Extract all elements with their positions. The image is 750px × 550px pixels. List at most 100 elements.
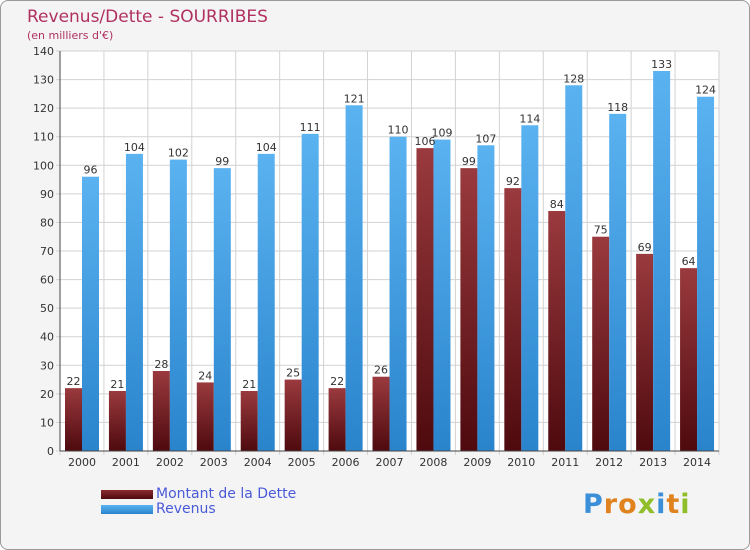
revenue-bar: [521, 125, 539, 452]
logo-letter: P: [583, 489, 604, 520]
revenue-value-label: 111: [300, 121, 321, 134]
debt-value-label: 84: [550, 198, 564, 211]
y-tick-label: 70: [40, 245, 54, 258]
legend-label-revenus: Revenus: [156, 501, 216, 517]
chart-subtitle: (en milliers d'€): [27, 29, 114, 42]
debt-value-label: 64: [682, 255, 696, 268]
debt-value-label: 92: [506, 175, 520, 188]
logo-letter: t: [666, 489, 681, 520]
revenue-bar: [653, 71, 671, 451]
revenue-value-label: 114: [519, 112, 540, 125]
debt-bar: [152, 371, 170, 451]
debt-value-label: 26: [374, 364, 388, 377]
axis-layer: 0 10 20 30 40 50 60 70 80 90 100 110 120 130 140 2000 20…: [33, 45, 719, 469]
bars-layer: [65, 71, 715, 452]
x-tick-label: 2001: [112, 456, 140, 469]
revenue-value-label: 133: [651, 58, 672, 71]
debt-value-label: 22: [330, 375, 344, 388]
logo-letter: r: [603, 489, 619, 520]
debt-bar: [284, 379, 302, 451]
y-tick-label: 0: [47, 445, 54, 458]
x-tick-label: 2004: [244, 456, 272, 469]
debt-value-label: 21: [110, 378, 124, 391]
y-tick-label: 130: [33, 74, 54, 87]
revenue-bar: [477, 145, 495, 452]
debt-value-label: 106: [414, 135, 435, 148]
revenue-value-label: 121: [344, 92, 365, 105]
revenue-value-label: 104: [124, 141, 145, 154]
y-tick-label: 120: [33, 102, 54, 115]
revenue-value-label: 99: [215, 155, 229, 168]
debt-value-label: 25: [286, 367, 300, 380]
x-tick-label: 2000: [68, 456, 96, 469]
debt-value-label: 69: [638, 241, 652, 254]
revenue-value-label: 109: [431, 127, 452, 140]
debt-bar: [372, 376, 390, 451]
revenue-value-label: 107: [475, 132, 496, 145]
revenue-value-label: 96: [84, 164, 98, 177]
y-tick-label: 30: [40, 359, 54, 372]
revenue-bar: [609, 113, 627, 451]
y-tick-label: 110: [33, 131, 54, 144]
revenue-value-label: 102: [168, 147, 189, 160]
revenue-bar: [345, 105, 363, 452]
debt-value-label: 75: [594, 224, 608, 237]
revenue-bar: [697, 96, 715, 451]
y-tick-label: 100: [33, 159, 54, 172]
chart-title: Revenus/Dette - SOURRIBES: [27, 7, 268, 27]
debt-bar: [636, 253, 654, 451]
y-tick-label: 40: [40, 331, 54, 344]
revenue-bar: [169, 159, 187, 452]
debt-bar: [548, 211, 566, 451]
x-tick-label: 2005: [288, 456, 316, 469]
x-tick-label: 2002: [156, 456, 184, 469]
debt-bar: [240, 391, 258, 451]
revenue-value-label: 110: [388, 124, 409, 137]
debt-value-label: 21: [242, 378, 256, 391]
revenue-bar: [82, 176, 99, 451]
debt-bar: [196, 382, 214, 451]
legend-swatch-dette: [101, 490, 153, 499]
debt-bar: [592, 236, 610, 451]
debt-bar: [680, 268, 698, 451]
x-tick-label: 2012: [595, 456, 623, 469]
revenue-value-label: 124: [695, 84, 716, 97]
revenue-value-label: 128: [563, 72, 584, 85]
x-tick-label: 2007: [376, 456, 404, 469]
revenue-bar: [565, 85, 583, 452]
x-tick-label: 2014: [683, 456, 711, 469]
x-tick-label: 2003: [200, 456, 228, 469]
debt-bar: [108, 391, 126, 451]
x-tick-label: 2011: [551, 456, 579, 469]
revenue-bar: [125, 153, 143, 451]
revenue-bar: [213, 168, 231, 451]
y-tick-label: 10: [40, 416, 54, 429]
revenue-value-label: 118: [607, 101, 628, 114]
x-tick-label: 2010: [507, 456, 535, 469]
x-tick-label: 2008: [419, 456, 447, 469]
debt-bar: [328, 388, 346, 451]
x-tick-label: 2006: [332, 456, 360, 469]
revenue-value-label: 104: [256, 141, 277, 154]
debt-value-label: 22: [67, 375, 81, 388]
debt-bar: [460, 168, 478, 451]
y-tick-label: 80: [40, 216, 54, 229]
debt-bar: [65, 388, 82, 451]
debt-value-label: 99: [462, 155, 476, 168]
revenue-bar: [433, 139, 451, 452]
y-tick-label: 140: [33, 45, 54, 58]
y-tick-label: 60: [40, 274, 54, 287]
revenue-bar: [257, 153, 275, 451]
labels-layer: 22 96 21 104 28 102 24 99 21 104 25 111 22 121 26 110 10…: [67, 58, 717, 391]
legend-swatch-revenus: [101, 505, 153, 514]
legend-label-dette: Montant de la Dette: [156, 486, 297, 502]
logo-letter: x: [637, 489, 657, 520]
y-tick-label: 90: [40, 188, 54, 201]
x-tick-label: 2013: [639, 456, 667, 469]
debt-value-label: 28: [154, 358, 168, 371]
logo-letter: i: [680, 489, 691, 520]
revenue-bar: [389, 136, 407, 451]
revenue-bar: [301, 133, 319, 451]
